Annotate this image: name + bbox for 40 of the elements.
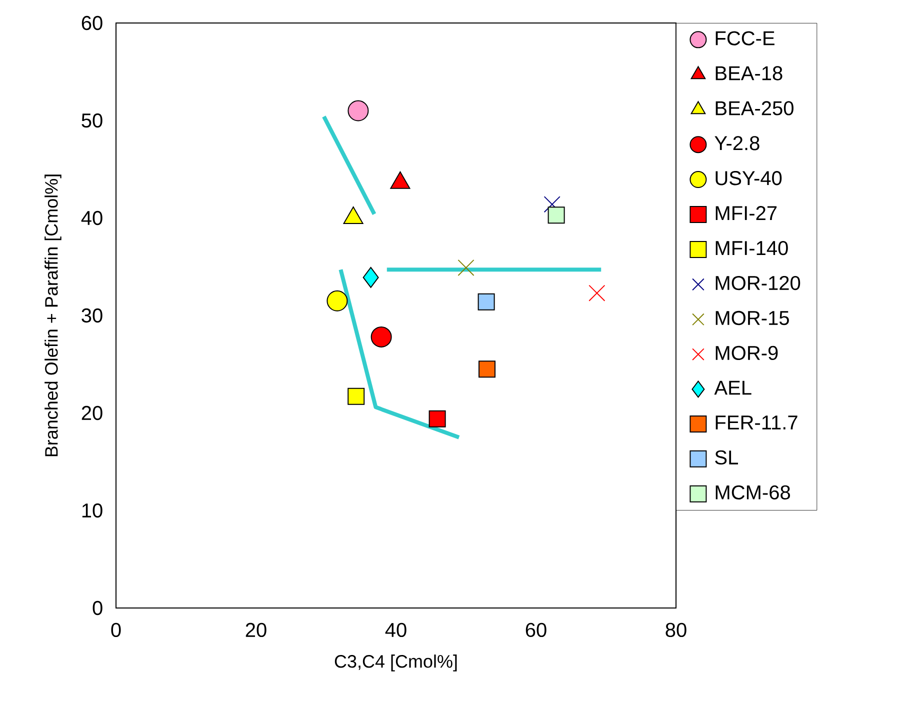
legend-label: MOR-9 xyxy=(716,346,778,360)
legend-label: MFI-27 xyxy=(716,206,777,220)
y-tick-label: 20 xyxy=(82,406,102,420)
legend-label: FCC-E xyxy=(716,31,774,46)
x-tick-label: 20 xyxy=(246,622,266,638)
legend-label: FER-11.7 xyxy=(716,416,798,430)
legend-label: MFI-140 xyxy=(716,240,788,256)
point xyxy=(548,206,565,224)
x-tick-label: 60 xyxy=(526,622,546,638)
y-tick-label: 60 xyxy=(82,16,102,30)
legend-label: SL xyxy=(715,450,738,465)
x-axis-title: C3,C4 [Cmol%] xyxy=(334,654,457,672)
point xyxy=(458,259,474,276)
y-tick-label: 50 xyxy=(82,113,102,128)
legend-label: MOR-15 xyxy=(716,310,789,326)
point xyxy=(478,360,496,378)
point xyxy=(428,410,446,428)
y-tick-label: 40 xyxy=(81,210,102,226)
point xyxy=(588,284,606,302)
y-tick-label: 0 xyxy=(92,600,102,616)
legend-label: AEL xyxy=(714,380,752,395)
point xyxy=(478,293,495,310)
point xyxy=(362,266,379,288)
point xyxy=(348,388,365,405)
x-tick-label: 0 xyxy=(111,622,121,638)
y-tick-label: 30 xyxy=(82,308,102,323)
legend-label: BEA-18 xyxy=(716,66,782,80)
y-axis-title: Branched Olefin + Paraffin [Cmol%] xyxy=(44,174,62,456)
point xyxy=(544,196,560,213)
point xyxy=(326,290,348,312)
legend-label: MOR-120 xyxy=(716,276,800,290)
point xyxy=(348,100,369,122)
legend-label: BEA-250 xyxy=(716,101,794,116)
x-tick-label: 80 xyxy=(666,622,686,638)
point xyxy=(370,326,392,348)
legend-label: MCM-68 xyxy=(716,485,790,500)
x-tick-label: 40 xyxy=(385,622,406,638)
y-tick-label: 10 xyxy=(82,503,102,518)
legend-label: Y-2.8 xyxy=(714,136,760,150)
legend-label: USY-40 xyxy=(716,171,782,186)
